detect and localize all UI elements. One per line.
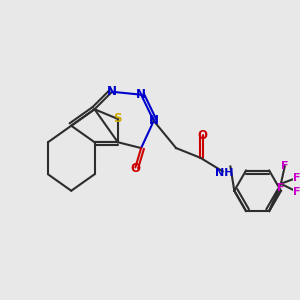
Text: N: N — [136, 88, 146, 101]
Text: O: O — [130, 162, 140, 175]
Text: N: N — [149, 114, 159, 128]
Text: N: N — [107, 85, 117, 98]
Text: O: O — [197, 129, 207, 142]
Text: F: F — [281, 161, 289, 171]
Text: F: F — [277, 183, 285, 193]
Text: F: F — [293, 187, 300, 196]
Text: F: F — [293, 173, 300, 183]
Text: NH: NH — [215, 168, 234, 178]
Text: S: S — [114, 112, 122, 125]
